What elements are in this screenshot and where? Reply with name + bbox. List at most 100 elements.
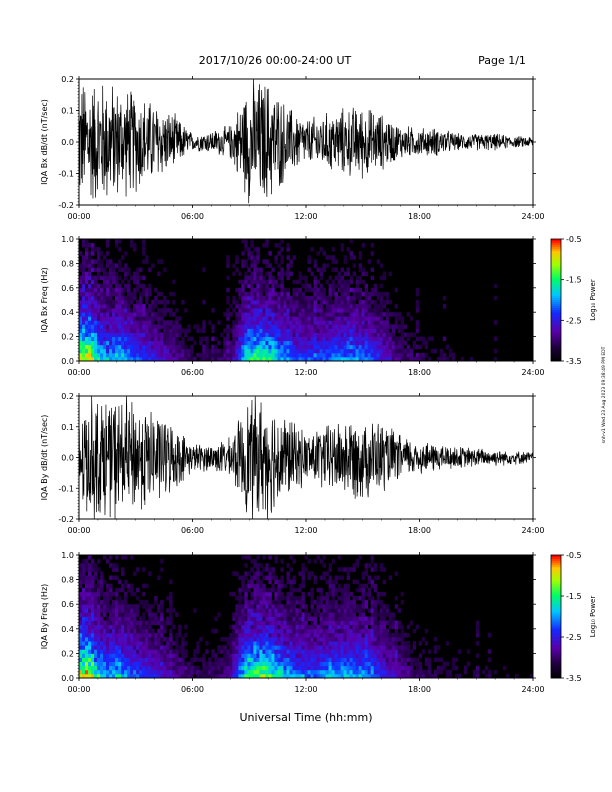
heatmap-cell xyxy=(88,575,92,580)
heatmap-cell xyxy=(295,600,299,605)
heatmap-cell xyxy=(247,255,251,260)
heatmap-cell xyxy=(262,356,266,361)
heatmap-cell xyxy=(115,271,119,276)
heatmap-cell xyxy=(262,320,266,325)
heatmap-cell xyxy=(283,632,287,638)
heatmap-cell xyxy=(223,649,227,654)
heatmap-cell xyxy=(136,312,140,317)
heatmap-cell xyxy=(298,604,302,609)
heatmap-cell xyxy=(373,628,378,634)
heatmap-cell xyxy=(79,632,83,638)
heatmap-cell xyxy=(271,283,275,289)
heatmap-cell xyxy=(130,320,134,325)
heatmap-cell xyxy=(349,251,354,256)
heatmap-cell xyxy=(82,669,86,675)
colorbar-segment xyxy=(551,626,561,630)
heatmap-cell xyxy=(346,600,350,605)
heatmap-cell xyxy=(349,653,354,658)
heatmap-cell xyxy=(115,628,119,634)
heatmap-cell xyxy=(358,587,363,593)
heatmap-cell xyxy=(319,332,323,337)
heatmap-cell xyxy=(298,665,302,671)
heatmap-cell xyxy=(85,645,89,650)
heatmap-cell xyxy=(256,251,260,256)
heatmap-cell xyxy=(118,653,122,658)
heatmap-cell xyxy=(322,632,326,638)
heatmap-cell xyxy=(346,295,350,301)
colorbar-segment xyxy=(551,344,561,348)
heatmap-cell xyxy=(136,283,140,289)
heatmap-cell xyxy=(127,352,131,358)
heatmap-cell xyxy=(133,247,137,252)
heatmap-cell xyxy=(256,591,260,597)
heatmap-cell xyxy=(385,352,390,358)
heatmap-cell xyxy=(118,632,122,638)
heatmap-cell xyxy=(79,332,83,337)
heatmap-cell xyxy=(106,251,110,256)
heatmap-cell xyxy=(379,653,384,658)
heatmap-cell xyxy=(334,591,338,597)
heatmap-cell xyxy=(250,620,254,626)
heatmap-cell xyxy=(118,649,122,654)
heatmap-cell xyxy=(259,612,263,617)
heatmap-cell xyxy=(295,628,299,634)
heatmap-cell xyxy=(115,295,119,301)
heatmap-cell xyxy=(136,612,140,617)
heatmap-cell xyxy=(292,616,296,621)
heatmap-cell xyxy=(346,641,350,646)
y-tick-label: 0.2 xyxy=(61,333,74,342)
heatmap-cell xyxy=(322,637,326,642)
plot-area-3 xyxy=(79,396,533,519)
heatmap-cell xyxy=(385,291,390,297)
heatmap-cell xyxy=(376,596,381,601)
heatmap-cell xyxy=(256,267,260,272)
x-tick-label: 18:00 xyxy=(408,212,431,221)
heatmap-cell xyxy=(391,352,396,358)
heatmap-cell xyxy=(118,275,122,281)
heatmap-cell xyxy=(169,600,173,605)
colorbar-segment xyxy=(551,639,561,642)
heatmap-cell xyxy=(400,632,405,638)
heatmap-cell xyxy=(304,653,308,658)
heatmap-cell xyxy=(79,600,83,605)
heatmap-cell xyxy=(319,612,323,617)
heatmap-cell xyxy=(319,247,323,252)
heatmap-cell xyxy=(397,328,402,333)
heatmap-cell xyxy=(415,661,420,667)
heatmap-cell xyxy=(88,316,92,321)
heatmap-cell xyxy=(370,312,375,317)
heatmap-cell xyxy=(379,567,384,572)
heatmap-cell xyxy=(121,665,125,671)
heatmap-cell xyxy=(151,332,155,337)
heatmap-cell xyxy=(289,328,293,333)
colorbar-segment xyxy=(551,324,561,327)
heatmap-cell xyxy=(79,628,83,634)
heatmap-cell xyxy=(136,340,140,346)
heatmap-cell xyxy=(265,348,269,354)
heatmap-cell xyxy=(382,641,387,646)
heatmap-cell xyxy=(247,320,251,325)
heatmap-cell xyxy=(376,348,381,354)
heatmap-cell xyxy=(358,263,363,268)
colorbar-segment xyxy=(551,596,561,599)
heatmap-cell xyxy=(373,287,378,293)
y-tick-label: 0.4 xyxy=(61,625,74,634)
heatmap-cell xyxy=(112,628,116,634)
heatmap-cell xyxy=(121,624,125,630)
heatmap-cell xyxy=(133,352,137,358)
heatmap-cell xyxy=(328,344,332,350)
y-tick-label: 0.6 xyxy=(61,284,74,293)
heatmap-cell xyxy=(331,287,335,293)
heatmap-cell xyxy=(85,596,89,601)
heatmap-cell xyxy=(151,340,155,346)
heatmap-cell xyxy=(247,316,251,321)
heatmap-cell xyxy=(187,673,191,678)
heatmap-cell xyxy=(403,632,408,638)
heatmap-cell xyxy=(346,312,350,317)
heatmap-cell xyxy=(232,649,236,654)
heatmap-cell xyxy=(424,641,429,646)
heatmap-cell xyxy=(169,673,173,678)
heatmap-cell xyxy=(202,328,206,333)
